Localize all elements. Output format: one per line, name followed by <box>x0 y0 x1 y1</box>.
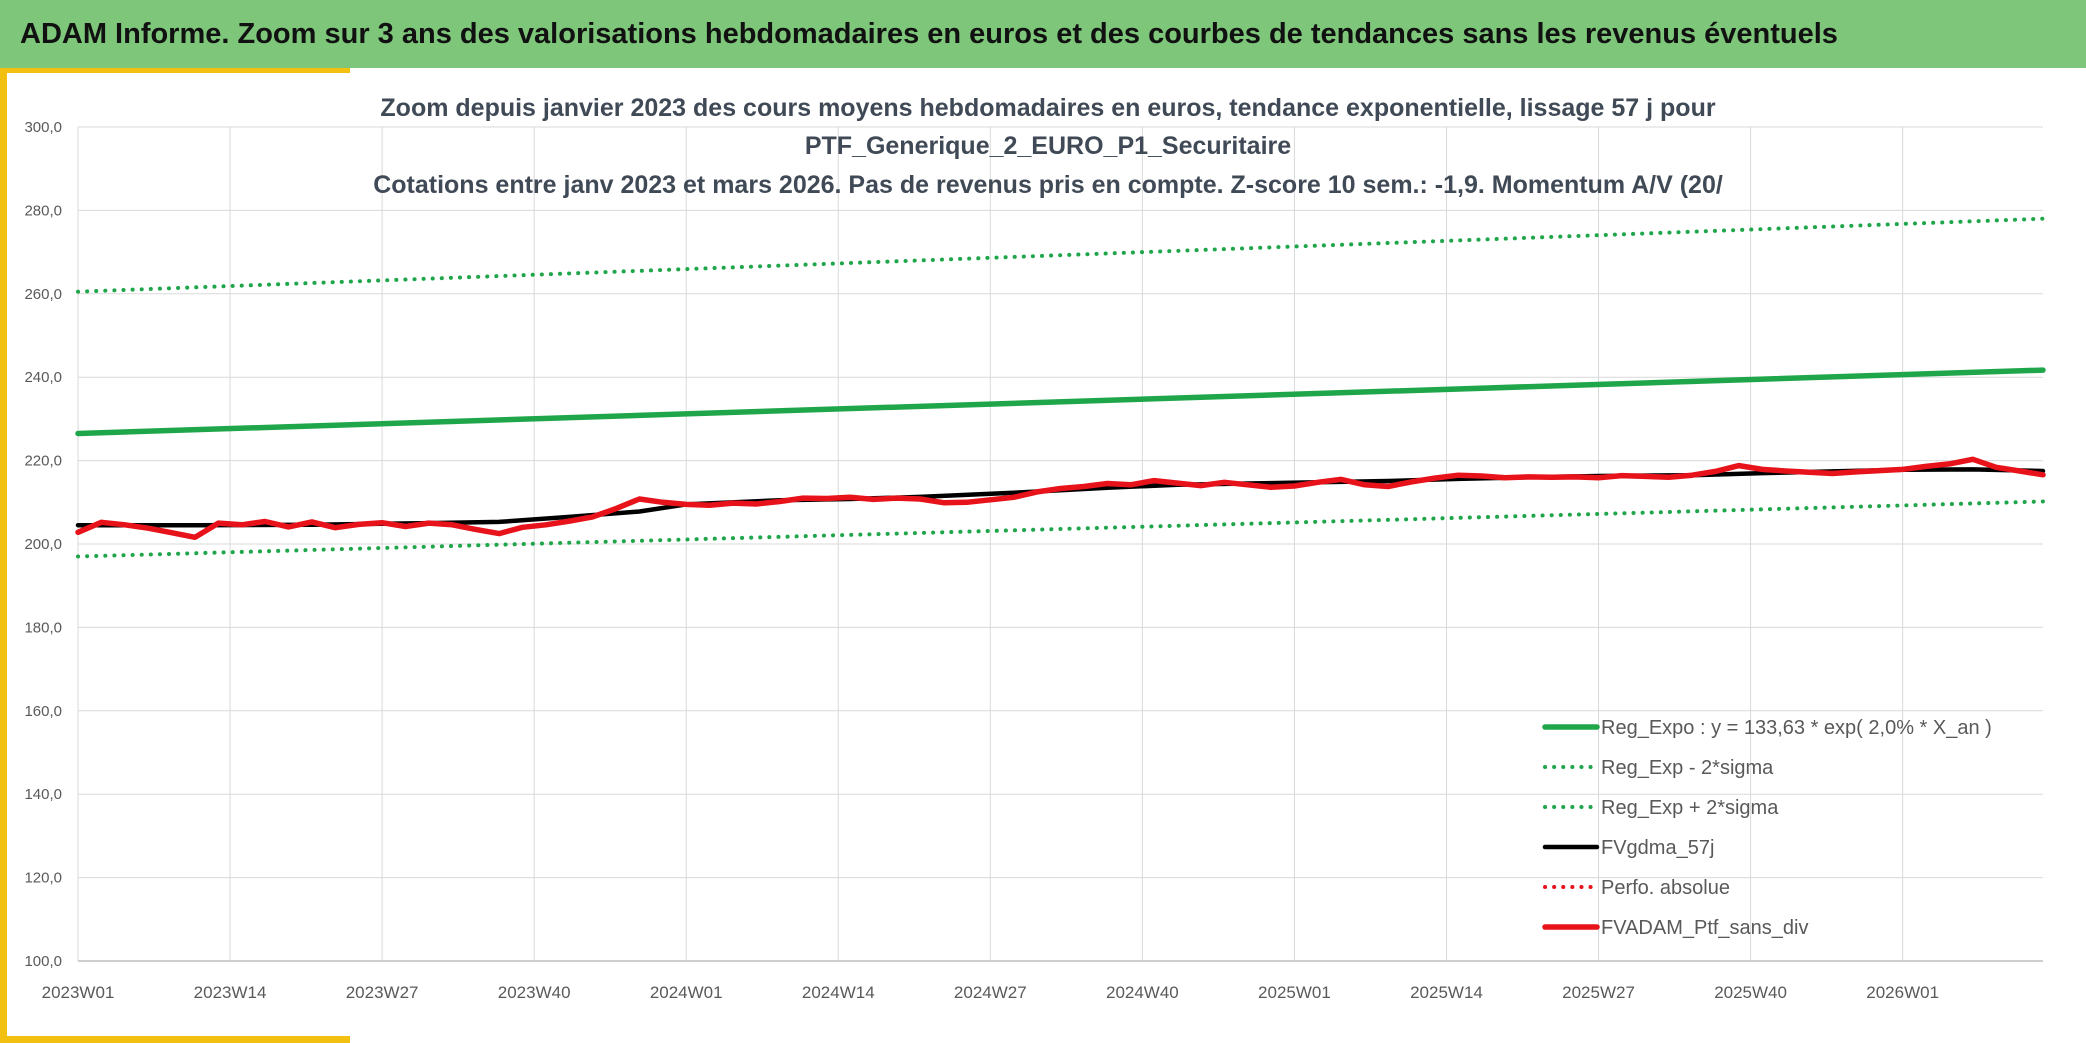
x-tick-label: 2023W40 <box>498 983 571 1002</box>
legend-label: Perfo. absolue <box>1601 877 1730 899</box>
y-tick-label: 180,0 <box>24 619 62 636</box>
accent-bar-left <box>0 68 7 1043</box>
y-tick-label: 100,0 <box>24 953 62 970</box>
series-line-2 <box>76 216 2045 294</box>
legend-label: Reg_Exp - 2*sigma <box>1601 757 1774 779</box>
legend-label: FVADAM_Ptf_sans_div <box>1601 917 1809 939</box>
legend-label: FVgdma_57j <box>1601 837 1714 859</box>
x-tick-label: 2025W27 <box>1562 983 1635 1002</box>
x-tick-label: 2024W40 <box>1106 983 1179 1002</box>
chart-title: Zoom depuis janvier 2023 des cours moyen… <box>373 94 1723 199</box>
y-tick-label: 260,0 <box>24 286 62 303</box>
x-tick-label: 2026W01 <box>1866 983 1939 1002</box>
y-tick-label: 220,0 <box>24 453 62 470</box>
y-tick-label: 240,0 <box>24 369 62 386</box>
y-tick-label: 300,0 <box>24 119 62 136</box>
header-title: ADAM Informe. Zoom sur 3 ans des valoris… <box>20 17 1838 50</box>
x-tick-label: 2025W14 <box>1410 983 1483 1002</box>
legend-label: Reg_Expo : y = 133,63 * exp( 2,0% * X_an… <box>1601 717 1992 739</box>
series-line-5 <box>75 456 2046 541</box>
header-bar: ADAM Informe. Zoom sur 3 ans des valoris… <box>0 0 2086 68</box>
x-tick-label: 2024W27 <box>954 983 1027 1002</box>
chart-title-line-1: Zoom depuis janvier 2023 des cours moyen… <box>380 94 1715 122</box>
series-line-3 <box>75 467 2046 528</box>
series-line-0 <box>75 367 2046 437</box>
chart-title-line-2: PTF_Generique_2_EURO_P1_Securitaire <box>805 132 1291 160</box>
accent-bar-bottom <box>0 1036 350 1043</box>
y-tick-label: 120,0 <box>24 870 62 887</box>
y-tick-label: 160,0 <box>24 703 62 720</box>
y-axis-ticks: 100,0 120,0 140,0 160,0 180,0 200,0 220,0 240,0… <box>24 119 62 970</box>
x-tick-label: 2023W27 <box>346 983 419 1002</box>
series-line-1 <box>76 499 2045 559</box>
legend: Reg_Expo : y = 133,63 * exp( 2,0% * X_an… <box>1542 717 1992 939</box>
y-tick-label: 280,0 <box>24 202 62 219</box>
x-tick-label: 2024W14 <box>802 983 875 1002</box>
x-tick-label: 2025W01 <box>1258 983 1331 1002</box>
y-tick-label: 140,0 <box>24 786 62 803</box>
legend-label: Reg_Exp + 2*sigma <box>1601 797 1779 819</box>
chart-title-line-3: Cotations entre janv 2023 et mars 2026. … <box>373 171 1723 199</box>
series-layer <box>75 216 2046 559</box>
y-tick-label: 200,0 <box>24 536 62 553</box>
x-axis-ticks: 2023W01 2023W14 2023W27 2023W40 2024W01 2024W… <box>42 983 1939 1002</box>
x-tick-label: 2024W01 <box>650 983 723 1002</box>
accent-bar-top <box>0 68 350 73</box>
x-tick-label: 2023W01 <box>42 983 115 1002</box>
x-tick-label: 2023W14 <box>194 983 267 1002</box>
x-tick-label: 2025W40 <box>1714 983 1787 1002</box>
chart-grid <box>77 126 2043 962</box>
